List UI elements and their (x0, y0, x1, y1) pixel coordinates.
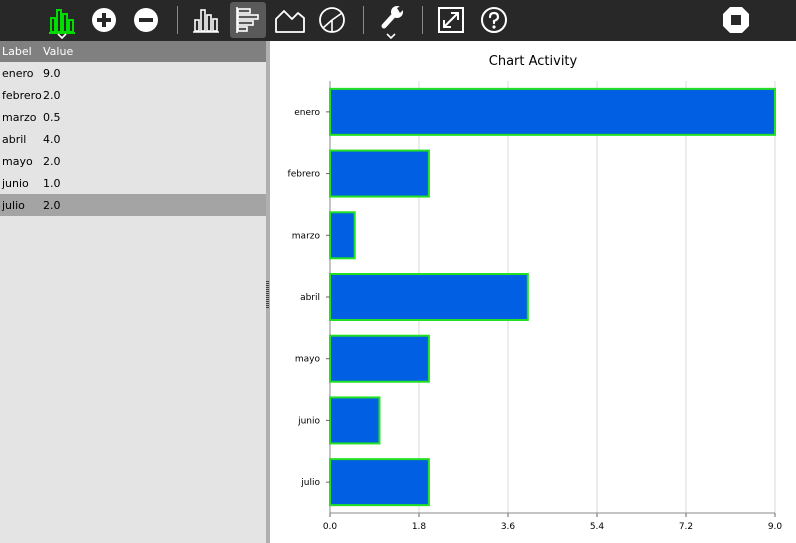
horizontal-bar-chart-icon (236, 7, 259, 33)
row-value[interactable]: 0.5 (43, 111, 61, 124)
row-value[interactable]: 2.0 (43, 155, 61, 168)
category-label: enero (294, 108, 320, 118)
area-chart-button[interactable] (272, 2, 308, 38)
table-row-selected[interactable]: julio 2.0 (0, 194, 266, 216)
row-value[interactable]: 2.0 (43, 89, 61, 102)
x-tick-label: 7.2 (679, 522, 693, 532)
label-column-header[interactable]: Label (2, 45, 32, 58)
fullscreen-button[interactable] (433, 2, 469, 38)
stop-icon (723, 7, 749, 33)
chart-panel: Chart Activity 0.0 1.8 3.6 5.4 7.2 9.0 enero fe… (270, 41, 796, 543)
chart-activity-icon (49, 9, 75, 34)
table-row[interactable]: junio 1.0 (0, 172, 266, 194)
row-value[interactable]: 2.0 (43, 199, 61, 212)
bar-junio (329, 396, 381, 445)
row-label[interactable]: marzo (2, 111, 37, 124)
category-label: julio (300, 478, 320, 488)
row-label[interactable]: julio (2, 199, 25, 212)
x-tick-label: 5.4 (590, 522, 605, 532)
plus-circle-icon (92, 8, 116, 32)
wrench-icon (381, 6, 403, 29)
table-row[interactable]: mayo 2.0 (0, 150, 266, 172)
x-tick-label: 0.0 (323, 522, 338, 532)
bar-mayo (329, 334, 430, 383)
help-icon (481, 7, 507, 33)
row-label[interactable]: mayo (2, 155, 33, 168)
row-label[interactable]: enero (2, 67, 34, 80)
category-label: abril (300, 293, 320, 303)
row-value[interactable]: 9.0 (43, 67, 61, 80)
data-table-panel: Label Value enero 9.0 febrero 2.0 marzo … (0, 41, 266, 543)
toolbar-separator (422, 6, 423, 34)
pie-chart-button[interactable] (314, 2, 350, 38)
splitter-grip-icon[interactable] (266, 281, 269, 309)
category-label: mayo (295, 355, 321, 365)
vertical-bar-chart-icon (193, 9, 219, 33)
chevron-down-icon (386, 33, 396, 39)
category-label: febrero (288, 170, 321, 180)
row-value[interactable]: 1.0 (43, 177, 61, 190)
table-row[interactable]: febrero 2.0 (0, 84, 266, 106)
row-label[interactable]: junio (2, 177, 29, 190)
table-header: Label Value (0, 41, 266, 62)
stop-button[interactable] (718, 2, 754, 38)
row-label[interactable]: abril (2, 133, 27, 146)
x-tick-label: 9.0 (768, 522, 783, 532)
row-label[interactable]: febrero (2, 89, 42, 102)
value-column-header[interactable]: Value (43, 45, 74, 58)
category-label: junio (297, 416, 320, 426)
chevron-down-icon (57, 33, 67, 39)
chart-title: Chart Activity (488, 54, 578, 69)
toolbar (0, 0, 796, 41)
bar-julio (329, 458, 430, 507)
horizontal-bars-button[interactable] (230, 2, 266, 38)
bar-chart: 0.0 1.8 3.6 5.4 7.2 9.0 enero febrero marzo abril… (288, 81, 783, 532)
toolbar-separator (177, 6, 178, 34)
x-tick-label: 3.6 (501, 522, 516, 532)
fullscreen-icon (438, 7, 464, 33)
table-row[interactable]: enero 9.0 (0, 62, 266, 84)
settings-menu-button[interactable] (373, 2, 409, 39)
pie-chart-icon (319, 7, 345, 33)
x-tick-label: 1.8 (412, 522, 427, 532)
category-label: marzo (292, 231, 321, 241)
help-button[interactable] (476, 2, 512, 38)
bar-abril (329, 273, 529, 321)
chart-type-menu-button[interactable] (44, 2, 80, 39)
bar-marzo (329, 211, 356, 260)
bar-febrero (329, 149, 430, 198)
vertical-bars-button[interactable] (188, 2, 224, 38)
add-row-button[interactable] (86, 2, 122, 38)
minus-circle-icon (134, 8, 158, 32)
row-value[interactable]: 4.0 (43, 133, 61, 146)
table-row[interactable]: abril 4.0 (0, 128, 266, 150)
remove-row-button[interactable] (128, 2, 164, 38)
bar-enero (329, 87, 776, 136)
table-row[interactable]: marzo 0.5 (0, 106, 266, 128)
area-chart-icon (275, 10, 305, 33)
toolbar-separator (363, 6, 364, 34)
